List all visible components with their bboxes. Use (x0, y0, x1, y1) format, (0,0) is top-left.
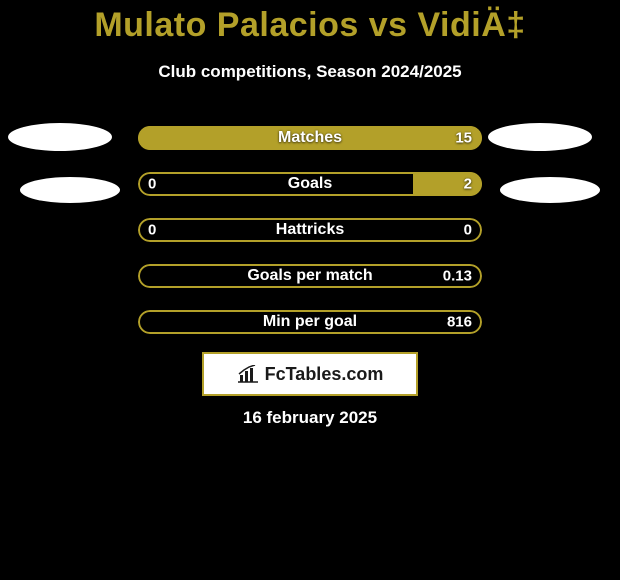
stat-row: Matches 15 (138, 126, 482, 150)
stat-label: Min per goal (263, 313, 357, 331)
stat-value-right: 15 (455, 130, 472, 147)
stat-label: Goals per match (247, 267, 372, 285)
stat-row: Goals per match 0.13 (138, 264, 482, 288)
stat-value-right: 0 (464, 222, 472, 239)
stat-row: Goals 0 2 (138, 172, 482, 196)
stat-value-right: 816 (447, 314, 472, 331)
stat-value-right: 2 (464, 176, 472, 193)
brand-text: FcTables.com (265, 364, 384, 385)
player-right-shape-2 (500, 177, 600, 203)
stat-value-left: 0 (148, 176, 156, 193)
page-title: Mulato Palacios vs VidiÄ‡ (0, 6, 620, 45)
competition-subtitle: Club competitions, Season 2024/2025 (0, 62, 620, 82)
player-right-shape-1 (488, 123, 592, 151)
stats-bars: Matches 15 Goals 0 2 Hattricks 0 0 Goals per mat… (138, 126, 482, 356)
player-left-shape-2 (20, 177, 120, 203)
stat-value-left: 0 (148, 222, 156, 239)
stat-label: Hattricks (276, 221, 344, 239)
stat-value-right: 0.13 (443, 268, 472, 285)
stat-row: Hattricks 0 0 (138, 218, 482, 242)
stat-label: Matches (278, 129, 342, 147)
date-caption: 16 february 2025 (0, 408, 620, 428)
stat-label: Goals (288, 175, 332, 193)
player-left-shape-1 (8, 123, 112, 151)
stat-row: Min per goal 816 (138, 310, 482, 334)
bar-chart-icon (237, 365, 259, 383)
brand-box: FcTables.com (202, 352, 418, 396)
comparison-infographic: Mulato Palacios vs VidiÄ‡ Club competiti… (0, 0, 620, 580)
